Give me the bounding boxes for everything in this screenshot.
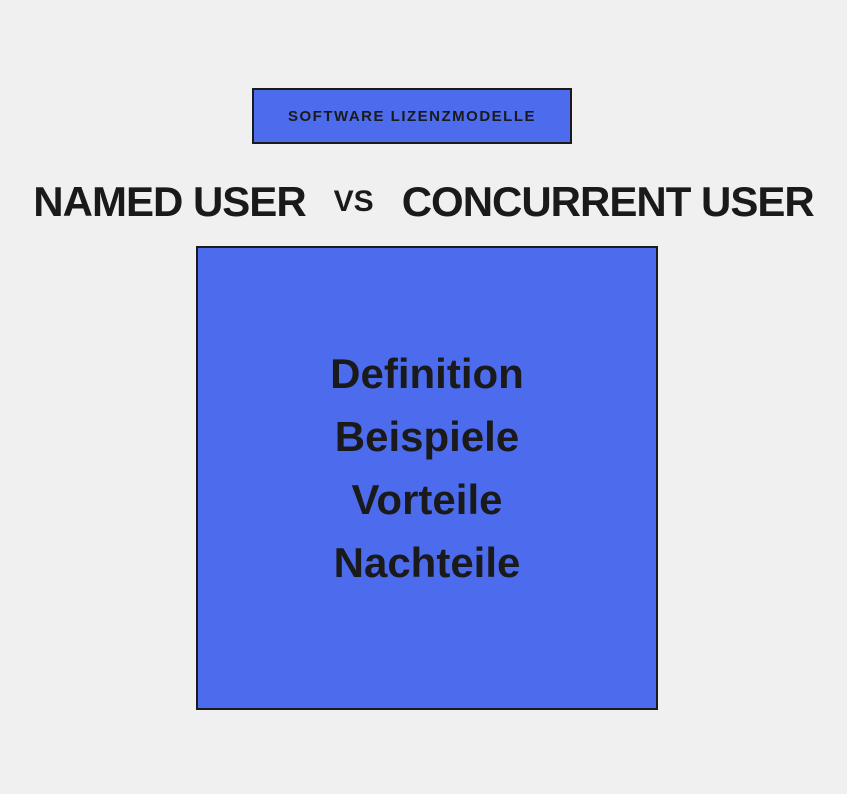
header-badge: SOFTWARE LIZENZMODELLE: [252, 88, 572, 144]
heading-named-user: NAMED USER: [33, 178, 305, 226]
content-item-vorteile: Vorteile: [198, 468, 656, 531]
comparison-heading: NAMED USER VS CONCURRENT USER: [0, 178, 847, 226]
heading-concurrent-user: CONCURRENT USER: [402, 178, 814, 226]
content-item-definition: Definition: [198, 342, 656, 405]
content-box: Definition Beispiele Vorteile Nachteile: [196, 246, 658, 710]
header-badge-text: SOFTWARE LIZENZMODELLE: [288, 108, 536, 125]
content-item-nachteile: Nachteile: [198, 531, 656, 594]
heading-vs: VS: [334, 185, 374, 219]
content-item-beispiele: Beispiele: [198, 405, 656, 468]
